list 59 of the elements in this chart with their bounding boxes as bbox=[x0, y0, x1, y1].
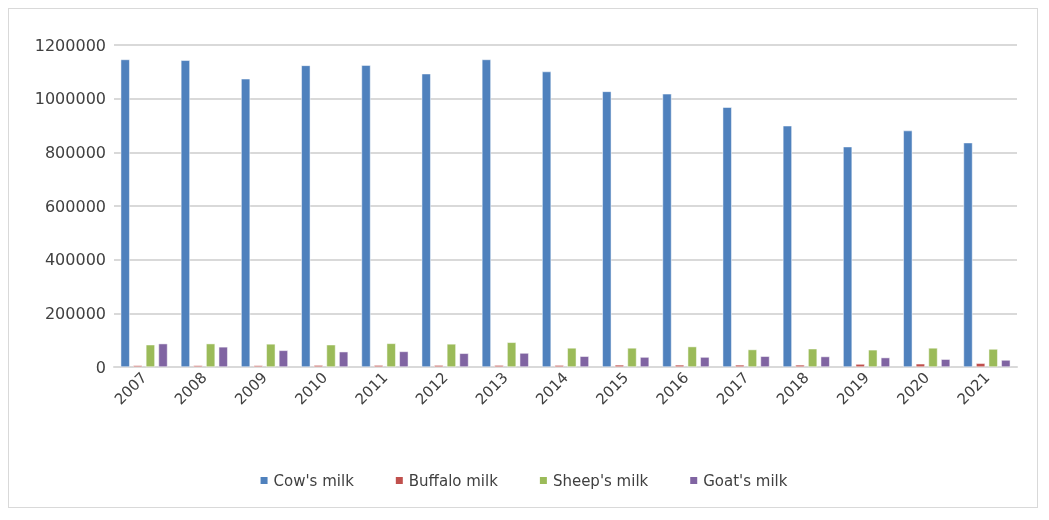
bar bbox=[180, 60, 190, 367]
y-tick-label: 0 bbox=[95, 357, 106, 377]
bar bbox=[579, 356, 589, 367]
bar bbox=[976, 363, 986, 367]
y-tick-label: 400000 bbox=[44, 250, 106, 270]
bar bbox=[843, 146, 853, 367]
bar bbox=[687, 346, 697, 367]
y-tick-label: 800000 bbox=[44, 142, 106, 162]
bar bbox=[880, 357, 890, 367]
bar bbox=[326, 344, 336, 367]
y-tick-label: 200000 bbox=[44, 303, 106, 323]
bar bbox=[266, 343, 276, 367]
bar bbox=[808, 348, 818, 367]
bar bbox=[941, 359, 951, 367]
bar bbox=[386, 343, 396, 367]
legend-label: Sheep's milk bbox=[552, 471, 649, 490]
legend-label: Cow's milk bbox=[273, 471, 355, 490]
bar bbox=[1001, 360, 1011, 367]
bar bbox=[963, 142, 973, 367]
bar bbox=[301, 65, 311, 367]
bar bbox=[747, 349, 757, 367]
bar bbox=[361, 65, 371, 367]
y-tick-label: 1000000 bbox=[34, 89, 106, 109]
bar bbox=[519, 353, 529, 367]
bar bbox=[782, 125, 792, 367]
bar bbox=[206, 343, 216, 367]
bar bbox=[481, 59, 491, 367]
bar bbox=[421, 73, 431, 367]
bar bbox=[915, 363, 925, 367]
bar bbox=[158, 343, 168, 367]
bar bbox=[278, 350, 288, 367]
bar bbox=[339, 351, 349, 367]
bar bbox=[602, 91, 612, 367]
bar bbox=[700, 357, 710, 367]
bar bbox=[662, 93, 672, 367]
bar bbox=[241, 78, 251, 367]
bar bbox=[988, 349, 998, 367]
bar bbox=[722, 107, 732, 367]
legend-label: Buffalo milk bbox=[408, 471, 499, 490]
bar bbox=[446, 343, 456, 367]
bar bbox=[627, 347, 637, 367]
bar bbox=[399, 351, 409, 367]
bar bbox=[507, 342, 517, 367]
bar bbox=[855, 364, 865, 367]
bar bbox=[903, 130, 913, 367]
bar bbox=[218, 346, 228, 367]
bar bbox=[567, 347, 577, 367]
bar bbox=[928, 347, 938, 367]
bar bbox=[820, 356, 830, 367]
bar bbox=[868, 349, 878, 367]
y-tick-label: 600000 bbox=[44, 196, 106, 216]
bar bbox=[459, 353, 469, 367]
bar bbox=[640, 357, 650, 367]
y-tick-label: 1200000 bbox=[34, 35, 106, 55]
legend-label: Goat's milk bbox=[703, 471, 788, 490]
bar bbox=[120, 59, 130, 367]
bar bbox=[760, 356, 770, 367]
bar bbox=[542, 71, 552, 367]
bar bbox=[145, 344, 155, 367]
